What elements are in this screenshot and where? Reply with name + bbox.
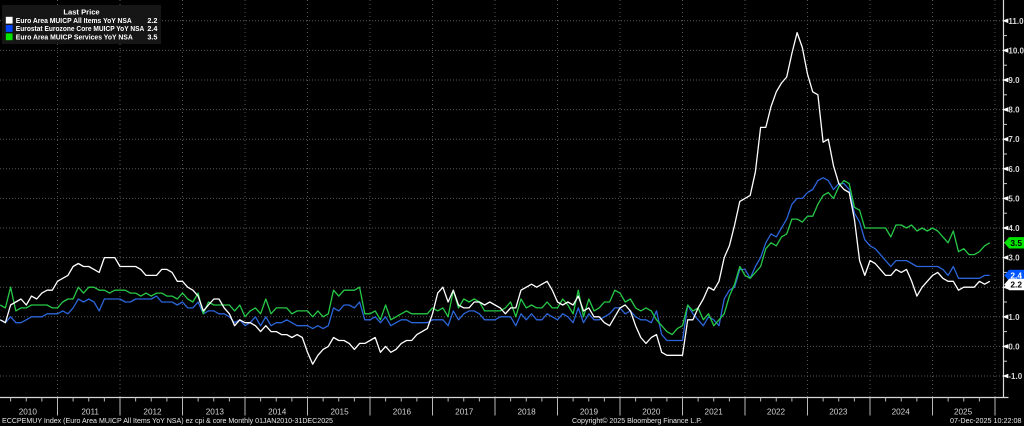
- svg-text:2023: 2023: [829, 408, 848, 417]
- svg-text:Euro Area MUICP All Items YoY: Euro Area MUICP All Items YoY NSA: [16, 16, 133, 25]
- svg-text:2.4: 2.4: [147, 24, 158, 33]
- svg-text:2018: 2018: [517, 408, 536, 417]
- svg-text:2012: 2012: [143, 408, 162, 417]
- svg-text:6.0: 6.0: [1008, 165, 1020, 174]
- svg-text:0.0: 0.0: [1008, 342, 1020, 351]
- svg-text:Copyright© 2025 Bloomberg Fina: Copyright© 2025 Bloomberg Finance L.P.: [572, 416, 702, 425]
- svg-text:2017: 2017: [455, 408, 474, 417]
- svg-text:2.2: 2.2: [147, 16, 157, 25]
- svg-text:2010: 2010: [19, 408, 38, 417]
- svg-text:4.0: 4.0: [1008, 224, 1020, 233]
- svg-text:2011: 2011: [81, 408, 99, 417]
- svg-text:2016: 2016: [393, 408, 412, 417]
- svg-text:2020: 2020: [642, 408, 661, 417]
- svg-text:8.0: 8.0: [1008, 106, 1020, 115]
- svg-text:2.4: 2.4: [1010, 271, 1022, 281]
- svg-text:3.5: 3.5: [147, 33, 157, 42]
- svg-text:5.0: 5.0: [1008, 194, 1020, 203]
- svg-text:Last Price: Last Price: [63, 7, 99, 16]
- svg-text:Euro Area MUICP Services YoY N: Euro Area MUICP Services YoY NSA: [16, 33, 134, 42]
- svg-text:2019: 2019: [580, 408, 599, 417]
- svg-text:3.0: 3.0: [1008, 254, 1020, 263]
- svg-text:1.0: 1.0: [1008, 313, 1020, 322]
- svg-text:2015: 2015: [330, 408, 349, 417]
- svg-text:2024: 2024: [892, 408, 911, 417]
- svg-text:07-Dec-2025 10:22:08: 07-Dec-2025 10:22:08: [950, 416, 1022, 425]
- svg-text:ECCPEMUY Index (Euro Area MUIC: ECCPEMUY Index (Euro Area MUICP All Item…: [2, 416, 333, 425]
- svg-text:2021: 2021: [705, 408, 724, 417]
- svg-text:10.0: 10.0: [1008, 46, 1024, 55]
- svg-text:11.0: 11.0: [1008, 17, 1024, 26]
- svg-text:-1.0: -1.0: [1008, 372, 1022, 381]
- svg-text:7.0: 7.0: [1008, 135, 1020, 144]
- svg-text:3.5: 3.5: [1010, 238, 1022, 248]
- svg-text:2025: 2025: [954, 408, 973, 417]
- svg-text:2.2: 2.2: [1010, 280, 1022, 290]
- svg-text:9.0: 9.0: [1008, 76, 1020, 85]
- svg-text:2022: 2022: [767, 408, 786, 417]
- svg-text:Eurostat Eurozone Core MUICP Y: Eurostat Eurozone Core MUICP YoY NSA: [16, 24, 145, 33]
- svg-text:2014: 2014: [268, 408, 287, 417]
- svg-text:2013: 2013: [206, 408, 225, 417]
